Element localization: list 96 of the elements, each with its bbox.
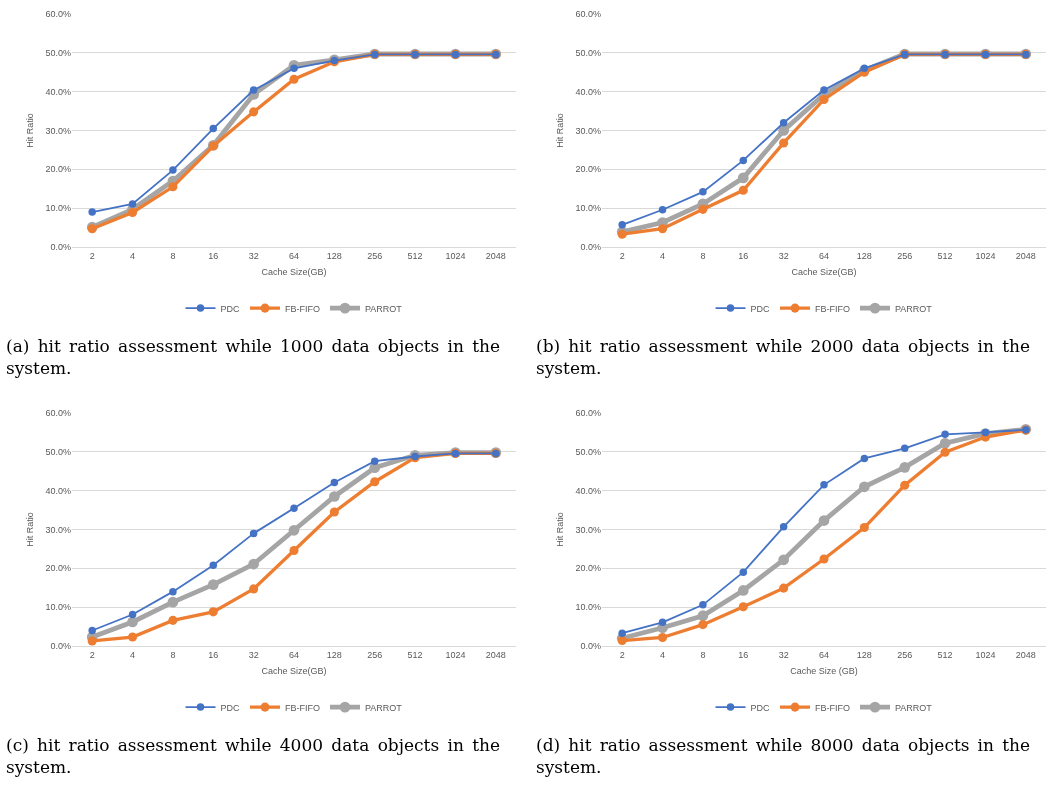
- x-tick-label: 32: [248, 649, 259, 660]
- y-axis-title: Hit Ratio: [24, 512, 35, 547]
- y-tick-label: 0.0%: [580, 242, 601, 253]
- y-tick-label: 10.0%: [575, 602, 601, 613]
- y-tick-label: 20.0%: [45, 563, 71, 574]
- y-tick-label: 30.0%: [45, 125, 71, 136]
- x-axis-title: Cache Size(GB): [791, 266, 857, 277]
- x-axis-title: Cache Size (GB): [790, 665, 858, 676]
- y-axis-title: Hit Ratio: [554, 512, 565, 547]
- y-tick-label: 50.0%: [575, 446, 601, 457]
- x-tick-label: 512: [937, 250, 953, 261]
- y-tick-label: 10.0%: [45, 602, 71, 613]
- y-tick-label: 60.0%: [45, 9, 71, 20]
- x-tick-label: 256: [897, 649, 913, 660]
- y-tick-label: 50.0%: [45, 47, 71, 58]
- text: (b) hit ratio assessment while 2000 data objects in the system.: [535, 335, 1031, 379]
- y-tick-label: 60.0%: [575, 9, 601, 20]
- x-tick-label: 16: [208, 649, 219, 660]
- x-tick-label: 64: [288, 250, 300, 261]
- y-tick-label: 60.0%: [575, 408, 601, 419]
- x-tick-label: 128: [856, 250, 872, 261]
- x-tick-label: 512: [937, 649, 953, 660]
- x-tick-label: 16: [738, 649, 749, 660]
- y-tick-label: 40.0%: [45, 485, 71, 496]
- legend-label: FB-FIFO: [285, 702, 320, 713]
- text: (c) hit ratio assessment while 4000 data objects in the system.: [5, 734, 501, 778]
- x-tick-label: 4: [130, 649, 136, 660]
- x-tick-label: 256: [367, 649, 383, 660]
- legend-label: PARROT: [895, 303, 933, 314]
- x-tick-label: 256: [367, 250, 383, 261]
- y-axis-title: Hit Ratio: [554, 113, 565, 148]
- x-tick-label: 1024: [975, 649, 996, 660]
- y-tick-label: 20.0%: [575, 563, 601, 574]
- x-tick-label: 256: [897, 250, 913, 261]
- x-tick-label: 16: [208, 250, 219, 261]
- x-tick-label: 32: [778, 250, 789, 261]
- x-tick-label: 64: [818, 250, 830, 261]
- x-tick-label: 2048: [485, 250, 506, 261]
- legend-label: PDC: [220, 303, 240, 314]
- legend-label: PARROT: [365, 702, 403, 713]
- y-tick-label: 30.0%: [575, 125, 601, 136]
- y-axis-title: Hit Ratio: [24, 113, 35, 148]
- x-axis-title: Cache Size(GB): [261, 665, 327, 676]
- x-tick-label: 8: [170, 250, 176, 261]
- x-tick-label: 2: [619, 250, 625, 261]
- x-tick-label: 2: [89, 649, 95, 660]
- y-tick-label: 30.0%: [45, 524, 71, 535]
- legend-label: PARROT: [895, 702, 933, 713]
- x-tick-label: 64: [288, 649, 300, 660]
- y-tick-label: 60.0%: [45, 408, 71, 419]
- legend-label: PARROT: [365, 303, 403, 314]
- x-tick-label: 1024: [445, 649, 466, 660]
- y-tick-label: 0.0%: [50, 641, 71, 652]
- legend-label: FB-FIFO: [815, 303, 850, 314]
- y-tick-label: 20.0%: [45, 164, 71, 175]
- x-tick-label: 2048: [485, 649, 506, 660]
- x-tick-label: 64: [818, 649, 830, 660]
- x-tick-label: 2048: [1015, 250, 1036, 261]
- y-tick-label: 10.0%: [575, 203, 601, 214]
- y-tick-label: 20.0%: [575, 164, 601, 175]
- x-tick-label: 32: [778, 649, 789, 660]
- legend-label: FB-FIFO: [285, 303, 320, 314]
- x-tick-label: 4: [130, 250, 136, 261]
- x-tick-label: 512: [407, 250, 423, 261]
- x-tick-label: 16: [738, 250, 749, 261]
- x-tick-label: 128: [856, 649, 872, 660]
- x-tick-label: 128: [326, 649, 342, 660]
- text: (d) hit ratio assessment while 8000 data objects in the system.: [535, 734, 1031, 778]
- y-tick-label: 10.0%: [45, 203, 71, 214]
- x-tick-label: 512: [407, 649, 423, 660]
- x-tick-label: 8: [700, 649, 706, 660]
- x-tick-label: 8: [170, 649, 176, 660]
- x-tick-label: 1024: [975, 250, 996, 261]
- x-tick-label: 2: [619, 649, 625, 660]
- y-tick-label: 30.0%: [575, 524, 601, 535]
- x-tick-label: 4: [660, 649, 666, 660]
- y-tick-label: 40.0%: [575, 485, 601, 496]
- x-tick-label: 2048: [1015, 649, 1036, 660]
- legend-label: PDC: [750, 303, 770, 314]
- legend-label: PDC: [750, 702, 770, 713]
- x-tick-label: 2: [89, 250, 95, 261]
- y-tick-label: 0.0%: [580, 641, 601, 652]
- x-tick-label: 128: [326, 250, 342, 261]
- text: (a) hit ratio assessment while 1000 data objects in the system.: [5, 335, 501, 379]
- x-tick-label: 1024: [445, 250, 466, 261]
- y-tick-label: 40.0%: [45, 86, 71, 97]
- legend-label: PDC: [220, 702, 240, 713]
- y-tick-label: 0.0%: [50, 242, 71, 253]
- x-axis-title: Cache Size(GB): [261, 266, 327, 277]
- y-tick-label: 40.0%: [575, 86, 601, 97]
- x-tick-label: 4: [660, 250, 666, 261]
- x-tick-label: 8: [700, 250, 706, 261]
- y-tick-label: 50.0%: [45, 446, 71, 457]
- legend-label: FB-FIFO: [815, 702, 850, 713]
- x-tick-label: 32: [248, 250, 259, 261]
- y-tick-label: 50.0%: [575, 47, 601, 58]
